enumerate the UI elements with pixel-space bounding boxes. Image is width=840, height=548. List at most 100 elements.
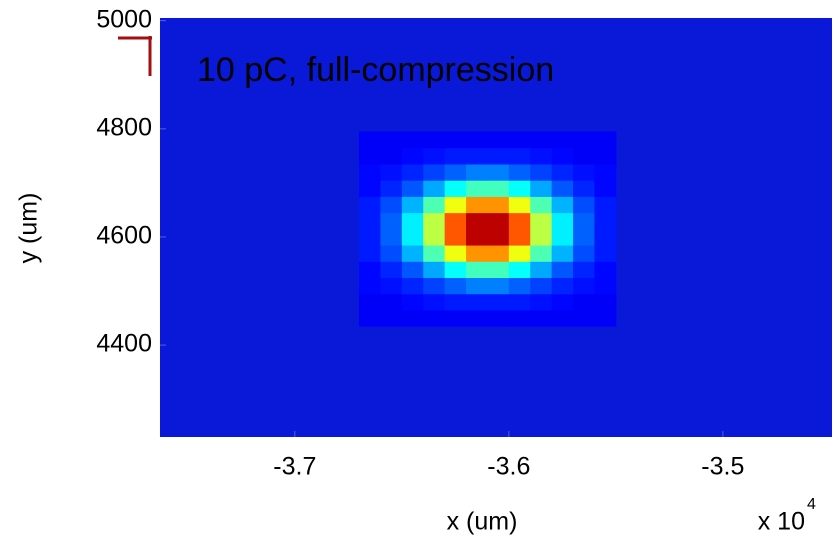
heatmap-cell [573,310,595,327]
heatmap-cell [359,229,381,246]
heatmap-cell [487,310,509,327]
heatmap-cell [445,261,467,278]
heatmap-cell [487,261,509,278]
heatmap-cell [466,294,488,311]
heatmap-cell [359,261,381,278]
heatmap-cell [573,148,595,165]
heatmap-cell [552,294,574,311]
heatmap-cell [402,180,424,197]
heatmap-cell [509,180,531,197]
heatmap-cell [530,148,552,165]
heatmap-cell [380,261,402,278]
x-tick-label: -3.6 [487,453,530,481]
heatmap-cell [380,180,402,197]
heatmap-cell [487,196,509,213]
heatmap-cell [402,229,424,246]
heatmap-cell [402,132,424,149]
heatmap-cell [594,245,616,262]
y-axis-label: y (um) [15,193,43,264]
heatmap-cell [552,180,574,197]
heatmap-cell [423,148,445,165]
heatmap-cell [594,229,616,246]
heatmap-cell [359,294,381,311]
heatmap-cell [359,132,381,149]
heatmap-cell [466,213,488,230]
heatmap-cell [509,148,531,165]
heatmap-cell [594,180,616,197]
heatmap-cell [445,245,467,262]
heatmap-cell [380,229,402,246]
heatmap-cell [509,261,531,278]
heatmap-cell [380,164,402,181]
heatmap-cell [594,148,616,165]
heatmap-cell [573,245,595,262]
heatmap-cell [530,294,552,311]
heatmap-cell [466,180,488,197]
heatmap-cell [530,278,552,295]
heatmap-cell [423,196,445,213]
heatmap-cell [445,164,467,181]
heatmap-cell [573,132,595,149]
heatmap-cell [423,180,445,197]
heatmap-cell [466,278,488,295]
heatmap-cell [359,148,381,165]
heatmap-cell [380,294,402,311]
heatmap-cell [552,132,574,149]
heatmap-cell [594,164,616,181]
heatmap-cell [445,213,467,230]
heatmap-cell [445,148,467,165]
heatmap-cell [380,132,402,149]
heatmap-cell [402,294,424,311]
heatmap-cell [530,310,552,327]
heatmap-cell [573,294,595,311]
heatmap-cell [552,229,574,246]
heatmap-cell [487,164,509,181]
heatmap-cell [594,196,616,213]
heatmap-cell [487,213,509,230]
heatmap-cell [466,148,488,165]
heatmap-cell [594,261,616,278]
chart: x (um) y (um) x 10 4 -3.7-3.6-3.54400460… [0,0,840,548]
heatmap-cell [530,229,552,246]
heatmap-cell [359,180,381,197]
heatmap-cell [487,278,509,295]
heatmap-cell [359,245,381,262]
heatmap-cell [530,180,552,197]
heatmap-cell [552,148,574,165]
heatmap-cell [380,245,402,262]
heatmap-cell [509,245,531,262]
heatmap-cell [509,132,531,149]
heatmap-cell [359,278,381,295]
heatmap-cell [466,310,488,327]
heatmap-cell [359,196,381,213]
heatmap-cell [530,245,552,262]
heatmap-cell [445,294,467,311]
heatmap-cell [445,310,467,327]
heatmap-cell [402,213,424,230]
heatmap-cell [445,132,467,149]
annotation: 10 pC, full-compression [197,51,554,89]
heatmap-cell [552,278,574,295]
y-tick-label: 5000 [96,5,152,33]
heatmap-cell [466,196,488,213]
heatmap-cell [573,261,595,278]
heatmap-cell [402,310,424,327]
x-tick-label: -3.5 [701,453,744,481]
heatmap-cell [380,196,402,213]
heatmap-cell [423,261,445,278]
heatmap-cell [530,261,552,278]
heatmap-cell [402,196,424,213]
heatmap-cell [573,278,595,295]
heatmap-cell [402,164,424,181]
heatmap-cell [509,278,531,295]
heatmap-cell [423,213,445,230]
heatmap-cell [530,164,552,181]
heatmap-cell [509,294,531,311]
heatmap-cell [423,229,445,246]
heatmap-cell [509,310,531,327]
heatmap-cell [573,229,595,246]
heatmap-cell [552,164,574,181]
heatmap-cell [402,245,424,262]
heatmap-cell [380,213,402,230]
heatmap-cell [466,261,488,278]
